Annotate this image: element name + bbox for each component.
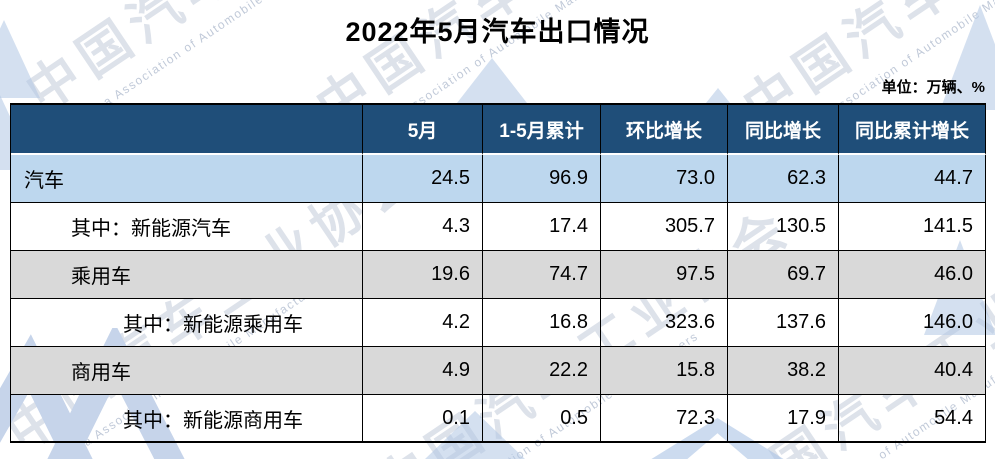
table-row-autos: 汽车 24.5 96.9 73.0 62.3 44.7 xyxy=(11,155,986,203)
cell-value: 62.3 xyxy=(728,155,839,203)
cell-value: 96.9 xyxy=(483,155,601,203)
cell-value: 22.2 xyxy=(483,347,601,395)
column-header-mom: 环比增长 xyxy=(601,105,728,155)
cell-value: 17.4 xyxy=(483,203,601,251)
cell-value: 0.5 xyxy=(483,395,601,443)
cell-value: 54.4 xyxy=(839,395,986,443)
cell-value: 4.3 xyxy=(363,203,483,251)
row-label: 其中：新能源汽车 xyxy=(11,203,363,251)
cell-value: 305.7 xyxy=(601,203,728,251)
cell-value: 40.4 xyxy=(839,347,986,395)
table-row-nev-autos: 其中：新能源汽车 4.3 17.4 305.7 130.5 141.5 xyxy=(11,203,986,251)
column-header-may: 5月 xyxy=(363,105,483,155)
table-row-nev-commercial: 其中：新能源商用车 0.1 0.5 72.3 17.9 54.4 xyxy=(11,395,986,443)
cell-value: 4.9 xyxy=(363,347,483,395)
row-label: 汽车 xyxy=(11,155,363,203)
cell-value: 323.6 xyxy=(601,299,728,347)
row-label: 其中：新能源乘用车 xyxy=(11,299,363,347)
cell-value: 0.1 xyxy=(363,395,483,443)
cell-value: 137.6 xyxy=(728,299,839,347)
cell-value: 24.5 xyxy=(363,155,483,203)
cell-value: 44.7 xyxy=(839,155,986,203)
cell-value: 16.8 xyxy=(483,299,601,347)
export-table: 5月 1-5月累计 环比增长 同比增长 同比累计增长 汽车 24.5 96.9 … xyxy=(10,103,986,443)
column-header-yoy-cum: 同比累计增长 xyxy=(839,105,986,155)
table-row-commercial: 商用车 4.9 22.2 15.8 38.2 40.4 xyxy=(11,347,986,395)
row-label: 其中：新能源商用车 xyxy=(11,395,363,443)
column-header-yoy: 同比增长 xyxy=(728,105,839,155)
cell-value: 72.3 xyxy=(601,395,728,443)
cell-value: 15.8 xyxy=(601,347,728,395)
row-label: 乘用车 xyxy=(11,251,363,299)
table-row-nev-passenger: 其中：新能源乘用车 4.2 16.8 323.6 137.6 146.0 xyxy=(11,299,986,347)
cell-value: 73.0 xyxy=(601,155,728,203)
cell-value: 46.0 xyxy=(839,251,986,299)
table-header-row: 5月 1-5月累计 环比增长 同比增长 同比累计增长 xyxy=(11,105,986,155)
cell-value: 97.5 xyxy=(601,251,728,299)
cell-value: 130.5 xyxy=(728,203,839,251)
column-header-category xyxy=(11,105,363,155)
cell-value: 141.5 xyxy=(839,203,986,251)
table-row-passenger: 乘用车 19.6 74.7 97.5 69.7 46.0 xyxy=(11,251,986,299)
page-title: 2022年5月汽车出口情况 xyxy=(345,17,650,47)
row-label: 商用车 xyxy=(11,347,363,395)
cell-value: 38.2 xyxy=(728,347,839,395)
cell-value: 17.9 xyxy=(728,395,839,443)
cell-value: 4.2 xyxy=(363,299,483,347)
cell-value: 19.6 xyxy=(363,251,483,299)
cell-value: 146.0 xyxy=(839,299,986,347)
unit-note: 单位：万辆、% xyxy=(881,79,985,96)
cell-value: 74.7 xyxy=(483,251,601,299)
cell-value: 69.7 xyxy=(728,251,839,299)
column-header-ytd: 1-5月累计 xyxy=(483,105,601,155)
